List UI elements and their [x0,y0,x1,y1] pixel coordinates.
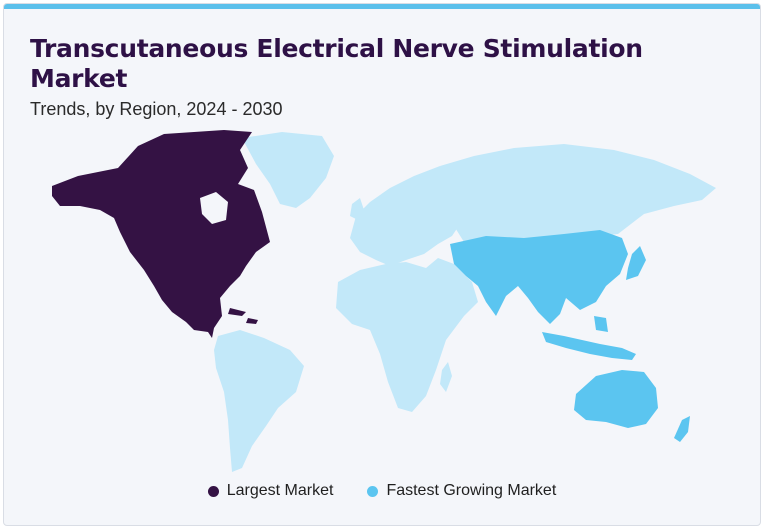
legend-item-largest: Largest Market [207,482,334,500]
region-middle-east-africa [336,258,478,412]
northern-asia-shape [440,144,716,244]
japan-shape [626,246,646,280]
region-north-america [52,130,270,338]
largest-market-swatch [207,485,219,497]
accent-bar [4,4,760,9]
page-title: Transcutaneous Electrical Nerve Stimulat… [30,34,643,93]
caribbean-shape [228,308,258,324]
world-map [52,130,716,472]
page-subtitle: Trends, by Region, 2024 - 2030 [30,99,283,119]
legend-largest-label: Largest Market [226,482,334,499]
hudson-bay-shape [200,192,228,224]
madagascar-shape [440,362,452,392]
new-zealand-shape [674,416,690,442]
legend-fastest-label: Fastest Growing Market [386,482,557,499]
region-latin-america [214,330,304,472]
chart-card: Transcutaneous Electrical Nerve Stimulat… [3,3,761,526]
greenland-shape [242,132,334,208]
uk-shape [350,198,364,220]
australia-shape [574,370,658,428]
legend-item-fastest: Fastest Growing Market [367,482,556,500]
southeast-asia-islands-shape [542,316,636,360]
fastest-market-swatch [367,485,379,497]
legend: Largest Market Fastest Growing Market [4,482,760,500]
region-europe [350,166,464,266]
region-asia-pacific [450,230,628,324]
